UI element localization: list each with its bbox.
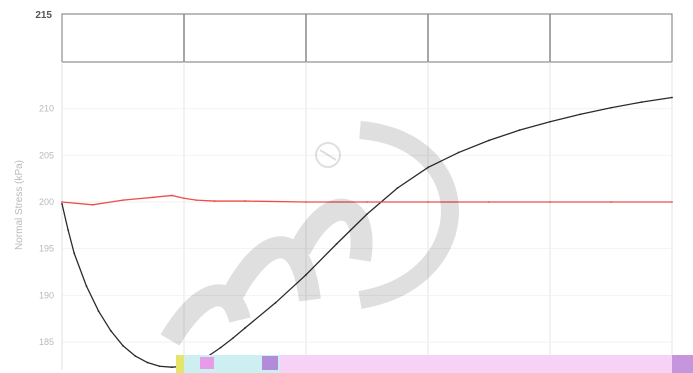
series-0-point (244, 327, 246, 329)
series-0-point (335, 243, 338, 245)
series-0-point (488, 139, 490, 142)
series-0-point (109, 329, 112, 332)
series-1-point (610, 201, 612, 203)
series-0-point (274, 301, 277, 304)
series-1-point (183, 197, 185, 200)
series-1-point (366, 201, 368, 203)
series-line-1 (61, 194, 672, 206)
top-tick-label: 215 (35, 10, 52, 21)
y-tick-label: 195 (39, 244, 54, 254)
y-axis-ticks: 185 190 195 200 205 210 (39, 104, 54, 347)
series-0-point (396, 187, 399, 189)
top-strip-frame (61, 13, 673, 63)
series-0-point (170, 366, 173, 369)
y-tick-label: 200 (39, 197, 54, 207)
watermark-logo (160, 121, 459, 346)
series-0-point (671, 96, 673, 99)
series-1-point (213, 200, 216, 202)
series-0-point (61, 202, 63, 205)
series-1-point (427, 201, 429, 203)
series-0-point (427, 166, 429, 169)
series-0-point (518, 129, 521, 132)
series-0-point (85, 285, 88, 287)
series-0-point (219, 346, 222, 349)
series-0-point (305, 273, 307, 276)
y-tick-label: 185 (39, 337, 54, 347)
series-1-point (152, 196, 155, 199)
series-0-point (579, 113, 582, 116)
y-axis-title: Normal Stress (kPa) (14, 160, 25, 250)
series-1-point (61, 201, 63, 203)
series-1-point (195, 199, 198, 202)
bottom-color-strip (176, 355, 693, 373)
y-tick-label: 210 (39, 104, 54, 114)
series-1-point (244, 200, 246, 202)
series-1-point (305, 201, 307, 203)
series-1-point (122, 199, 124, 202)
y-tick-label: 190 (39, 290, 54, 300)
series-1-point (671, 201, 673, 203)
series-0-point (549, 120, 551, 123)
series-0-point (457, 151, 460, 154)
y-tick-label: 205 (39, 150, 54, 160)
top-strip-dividers (183, 14, 551, 62)
series-1-point (91, 203, 94, 206)
series-0-point (67, 229, 69, 231)
series-0-point (146, 361, 149, 364)
series-1-point (549, 201, 551, 203)
series-0-point (158, 365, 161, 368)
series-1-point (170, 194, 173, 197)
series-0-point (366, 213, 368, 216)
series-0-point (231, 337, 234, 340)
series-0-point (73, 252, 76, 255)
series-1-point (488, 201, 490, 203)
series-0-point (640, 101, 643, 104)
series-0-point (610, 106, 612, 109)
series-0-point (122, 344, 124, 347)
series-0-point (97, 310, 100, 313)
series-0-point (134, 355, 137, 357)
